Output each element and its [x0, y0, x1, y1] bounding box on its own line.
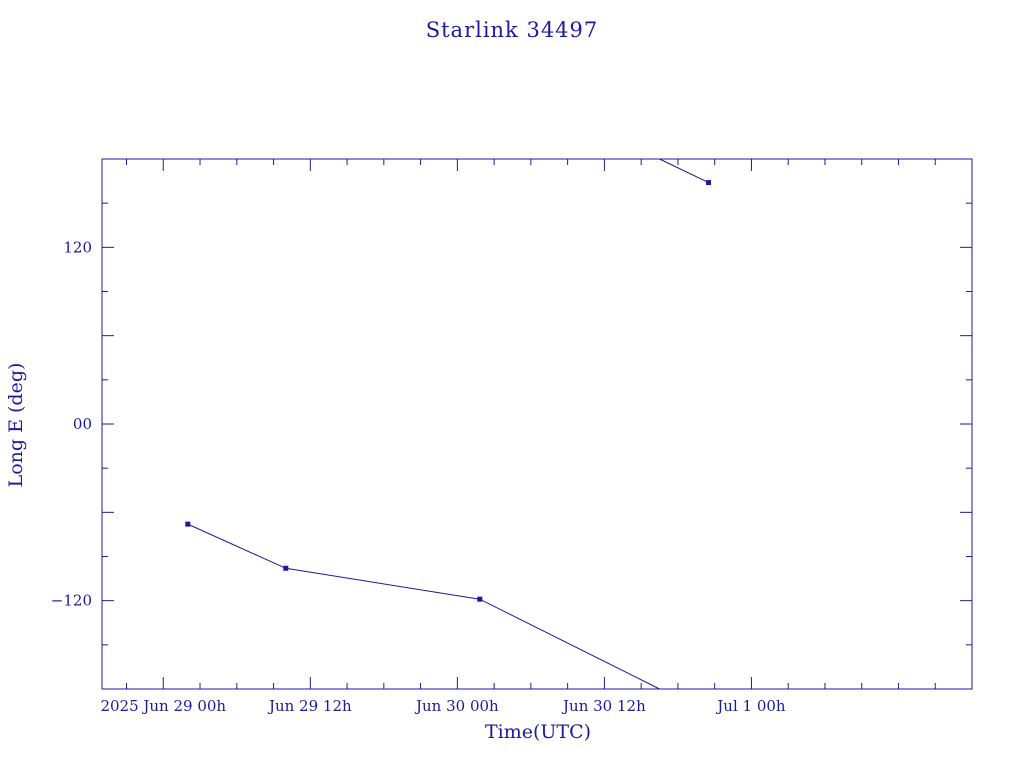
plot-frame [101, 158, 973, 690]
x-tick-label: Jun 29 12h [267, 697, 352, 715]
axis-ticks [102, 158, 973, 690]
y-tick-label: 00 [73, 415, 92, 433]
x-tick-label: 2025 Jun 29 00h [100, 697, 226, 715]
x-tick-labels: 2025 Jun 29 00h Jun 29 12h Jun 30 00h Jun 3… [100, 697, 785, 715]
series-line [659, 158, 709, 184]
data-point [477, 596, 483, 602]
x-tick-label: Jun 30 12h [561, 697, 646, 715]
x-axis-label: Time(UTC) [485, 721, 591, 743]
series-line [187, 523, 660, 690]
data-point [185, 521, 191, 527]
series-layer [185, 158, 712, 690]
data-point [706, 180, 712, 186]
y-tick-labels: 120 00 −120 [51, 238, 92, 609]
y-tick-label: −120 [51, 592, 92, 610]
y-tick-label: 120 [63, 238, 92, 256]
data-point [283, 565, 289, 571]
x-tick-label: Jul 1 00h [715, 697, 786, 715]
y-axis-label: Long E (deg) [5, 363, 27, 488]
x-tick-label: Jun 30 00h [414, 697, 499, 715]
chart-title: Starlink 34497 [426, 18, 599, 42]
